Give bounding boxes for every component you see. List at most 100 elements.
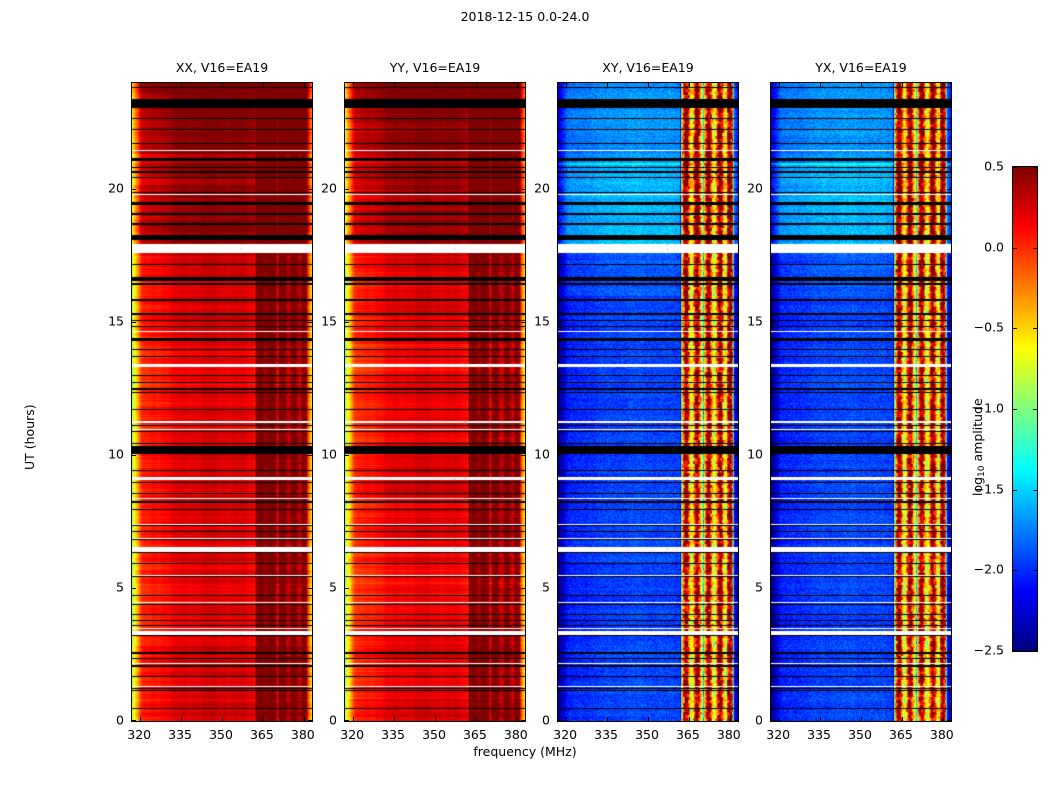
x-tick-top-xx-2 <box>222 83 223 87</box>
x-tick-top-yy-2 <box>435 83 436 87</box>
y-tick-label-xy-0: 0 <box>542 712 550 728</box>
y-tick-label-yx-1: 5 <box>755 579 763 595</box>
x-tick-top-xy-4 <box>730 83 731 87</box>
y-tick-label-xx-1: 5 <box>116 579 124 595</box>
x-tick-xy-0 <box>566 717 567 721</box>
y-tick-label-yx-3: 15 <box>747 313 763 329</box>
x-tick-label-yy-3: 365 <box>462 727 487 742</box>
x-tick-xx-2 <box>222 717 223 721</box>
x-tick-xy-1 <box>607 717 608 721</box>
y-tick-label-yy-1: 5 <box>329 579 337 595</box>
y-tick-right-yx-1 <box>947 588 951 589</box>
x-axis-label: frequency (MHz) <box>473 744 577 759</box>
colorbar-tick-0 <box>1013 167 1017 168</box>
colorbar-tick-label-5: −2.0 <box>973 561 1004 577</box>
y-tick-label-xx-4: 20 <box>108 180 124 196</box>
y-tick-xy-0 <box>558 720 562 721</box>
panel-yy-axes[interactable] <box>344 82 526 722</box>
y-tick-xy-2 <box>558 455 562 456</box>
y-tick-right-yy-3 <box>521 322 525 323</box>
colorbar-tick-4 <box>1013 490 1017 491</box>
x-tick-top-xx-4 <box>304 83 305 87</box>
panel-xx-axes[interactable] <box>131 82 313 722</box>
colorbar-gradient-box <box>1012 166 1038 652</box>
colorbar: log10 amplitude 0.5 0.0 −0.5 −1.0 −1.5 −2.0 −2… <box>970 159 1038 658</box>
colorbar-tick-label-2: −0.5 <box>973 319 1004 335</box>
y-tick-right-yx-3 <box>947 322 951 323</box>
x-tick-label-xy-3: 365 <box>675 727 700 742</box>
x-tick-xy-4 <box>730 717 731 721</box>
panel-yy-heatmap <box>345 83 525 721</box>
y-tick-label-xy-4: 20 <box>534 180 550 196</box>
x-tick-top-xx-0 <box>140 83 141 87</box>
x-tick-label-xy-1: 335 <box>594 727 619 742</box>
colorbar-tick-label-0: 0.5 <box>984 158 1004 174</box>
y-tick-yy-2 <box>345 455 349 456</box>
colorbar-tick-right-2 <box>1033 328 1037 329</box>
y-tick-label-xx-2: 10 <box>108 446 124 462</box>
colorbar-tick-3 <box>1013 409 1017 410</box>
colorbar-tick-right-4 <box>1033 490 1037 491</box>
colorbar-tick-right-6 <box>1033 650 1037 651</box>
y-tick-right-yx-2 <box>947 455 951 456</box>
panel-yx-heatmap <box>771 83 951 721</box>
x-tick-yx-2 <box>861 717 862 721</box>
x-tick-label-xx-4: 380 <box>290 727 315 742</box>
x-tick-top-xx-3 <box>263 83 264 87</box>
y-tick-label-xy-1: 5 <box>542 579 550 595</box>
y-tick-right-xx-3 <box>308 322 312 323</box>
y-tick-right-xy-0 <box>734 720 738 721</box>
x-tick-label-yy-1: 335 <box>381 727 406 742</box>
y-tick-yy-4 <box>345 189 349 190</box>
x-tick-label-xy-2: 350 <box>635 727 659 742</box>
y-tick-label-yy-2: 10 <box>321 446 337 462</box>
panel-xx-title: XX, V16=EA19 <box>175 60 269 75</box>
panel-yx-axes[interactable] <box>770 82 952 722</box>
y-tick-yx-1 <box>771 588 775 589</box>
x-tick-xy-3 <box>689 717 690 721</box>
x-tick-label-xx-3: 365 <box>249 727 274 742</box>
y-tick-xy-3 <box>558 322 562 323</box>
panel-xy: XY, V16=EA19 <box>557 60 739 722</box>
x-tick-xx-4 <box>304 717 305 721</box>
y-tick-right-xy-1 <box>734 588 738 589</box>
x-tick-yy-1 <box>394 717 395 721</box>
x-tick-label-xx-2: 350 <box>209 727 233 742</box>
colorbar-tick-2 <box>1013 328 1017 329</box>
y-tick-yy-3 <box>345 322 349 323</box>
x-tick-top-yx-2 <box>861 83 862 87</box>
panel-yy-title: YY, V16=EA19 <box>389 60 481 75</box>
x-tick-label-yx-1: 335 <box>807 727 832 742</box>
y-tick-label-yy-4: 20 <box>321 180 337 196</box>
colorbar-label-subscript: 10 <box>976 465 987 477</box>
y-tick-label-yx-0: 0 <box>755 712 763 728</box>
panel-yx-title: YX, V16=EA19 <box>815 60 907 75</box>
x-tick-top-yy-3 <box>476 83 477 87</box>
y-tick-xx-0 <box>132 720 136 721</box>
panel-xy-title: XY, V16=EA19 <box>602 60 694 75</box>
y-tick-xx-4 <box>132 189 136 190</box>
x-tick-top-yx-3 <box>902 83 903 87</box>
y-tick-label-yy-3: 15 <box>321 313 337 329</box>
panel-yx: YX, V16=EA19 <box>770 60 952 722</box>
x-tick-top-yx-1 <box>820 83 821 87</box>
y-tick-label-xx-0: 0 <box>116 712 124 728</box>
colorbar-tick-right-0 <box>1033 167 1037 168</box>
x-tick-yx-1 <box>820 717 821 721</box>
x-tick-yy-0 <box>353 717 354 721</box>
y-tick-xy-1 <box>558 588 562 589</box>
y-tick-right-yy-2 <box>521 455 525 456</box>
panel-yy: YY, V16=EA19 <box>344 60 526 722</box>
y-tick-label-xx-3: 15 <box>108 313 124 329</box>
y-tick-right-yx-0 <box>947 720 951 721</box>
y-tick-right-yy-4 <box>521 189 525 190</box>
y-tick-label-yx-4: 20 <box>747 180 763 196</box>
y-tick-yx-2 <box>771 455 775 456</box>
x-tick-label-xy-4: 380 <box>716 727 741 742</box>
panel-xy-axes[interactable] <box>557 82 739 722</box>
y-tick-label-xy-3: 15 <box>534 313 550 329</box>
x-tick-yx-4 <box>943 717 944 721</box>
y-tick-right-yy-0 <box>521 720 525 721</box>
x-tick-label-xy-0: 320 <box>553 727 578 742</box>
y-tick-right-yx-4 <box>947 189 951 190</box>
